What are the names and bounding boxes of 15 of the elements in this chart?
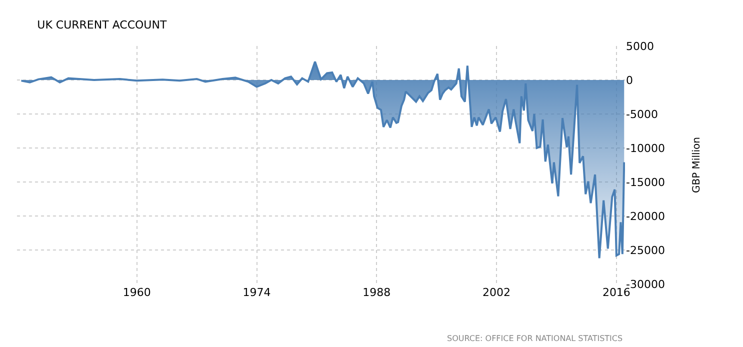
y-tick-label: 5000 [626, 40, 654, 53]
x-tick-label: 2002 [482, 286, 511, 299]
y-tick-label: 0 [626, 74, 633, 87]
y-tick-label: -25000 [626, 244, 665, 257]
y-tick-label: -5000 [626, 108, 658, 121]
x-tick-label: 1960 [122, 286, 151, 299]
source-note: SOURCE: OFFICE FOR NATIONAL STATISTICS [447, 334, 623, 343]
chart-title: UK CURRENT ACCOUNT [37, 18, 167, 32]
x-tick-label: 1974 [242, 286, 271, 299]
y-tick-label: -10000 [626, 142, 665, 155]
x-tick-label: 2016 [602, 286, 630, 299]
x-tick-label: 1988 [362, 286, 391, 299]
y-tick-label: -15000 [626, 176, 665, 189]
y-axis-title: GBP Million [691, 136, 702, 194]
y-tick-label: -20000 [626, 210, 665, 223]
